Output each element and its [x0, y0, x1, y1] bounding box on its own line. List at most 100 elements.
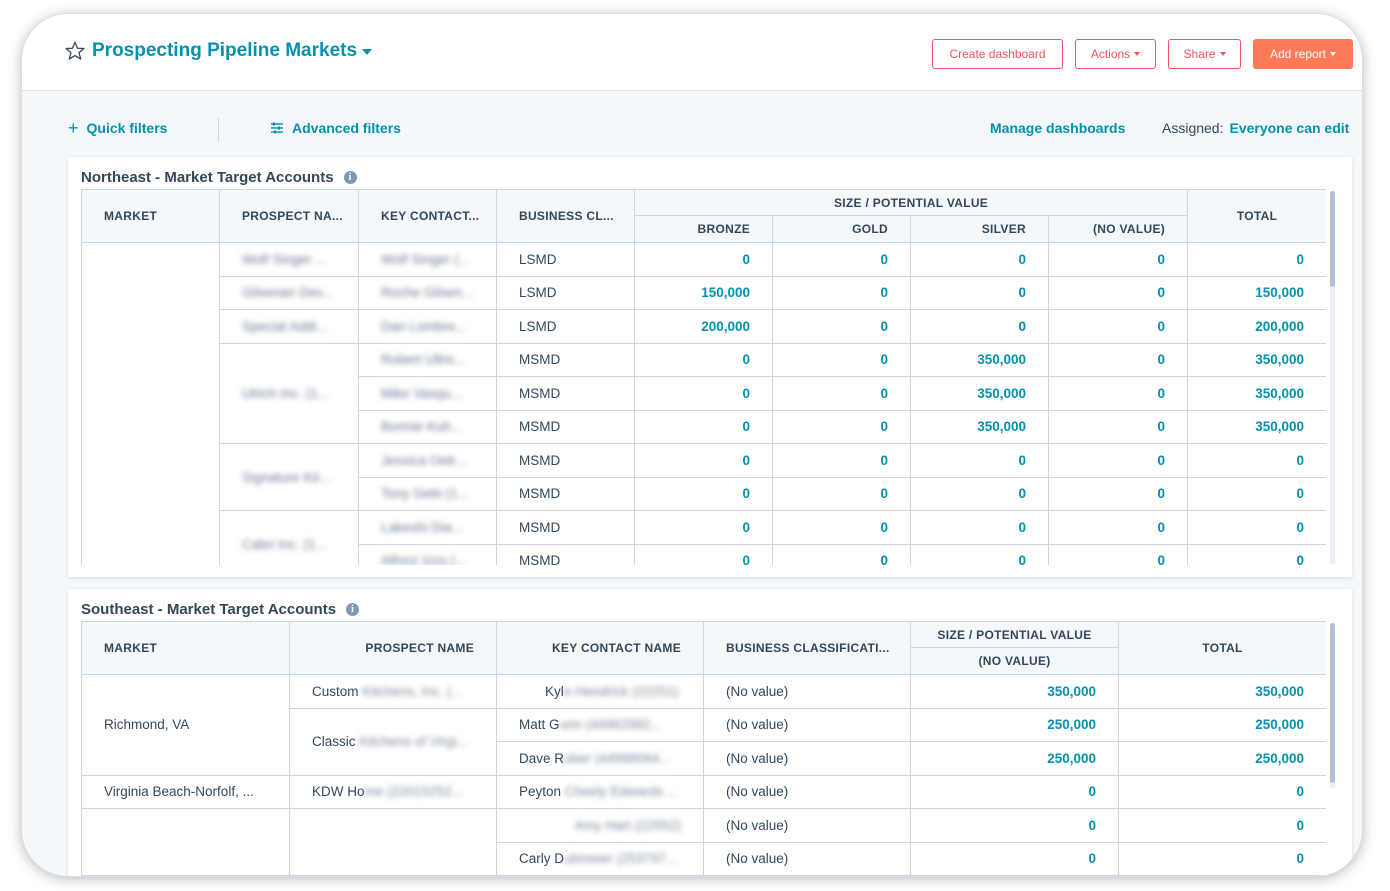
total-cell[interactable]: 0	[1187, 476, 1326, 511]
total-cell[interactable]: 0	[1187, 543, 1326, 565]
value-cell[interactable]: 0	[910, 808, 1119, 843]
actions-button[interactable]: Actions	[1075, 39, 1156, 69]
value-cell[interactable]: 0	[910, 774, 1119, 809]
share-button[interactable]: Share	[1168, 39, 1241, 69]
quick-filters-button[interactable]: + Quick filters	[68, 119, 167, 137]
value-cell[interactable]: 0	[910, 543, 1049, 565]
value-cell[interactable]: 0	[1047, 409, 1189, 444]
total-cell[interactable]: 0	[1187, 510, 1326, 545]
value-cell[interactable]: 0	[1047, 275, 1189, 310]
total-cell[interactable]: 350,000	[1187, 342, 1326, 377]
report-title-text[interactable]: Southeast - Market Target Accounts	[81, 601, 337, 618]
value-cell[interactable]: 0	[910, 275, 1049, 310]
total-cell[interactable]: 0	[1187, 242, 1326, 277]
value-cell[interactable]: 0	[1047, 543, 1189, 565]
total-cell[interactable]: 0	[1118, 774, 1326, 809]
column-header-prospect[interactable]: PROSPECT NAME	[289, 621, 497, 675]
contact-cell: Lakeshi Dia...	[358, 510, 497, 545]
total-cell[interactable]: 0	[1118, 841, 1326, 876]
star-icon[interactable]	[64, 40, 86, 62]
info-icon[interactable]: i	[343, 171, 357, 184]
value-cell[interactable]: 0	[634, 242, 773, 277]
value-cell[interactable]: 0	[910, 841, 1119, 876]
value-cell[interactable]: 0	[634, 342, 773, 377]
total-cell[interactable]: 350,000	[1187, 409, 1326, 444]
value-cell[interactable]: 0	[772, 275, 911, 310]
value-cell[interactable]: 0	[1047, 443, 1189, 478]
value-cell[interactable]: 0	[772, 242, 911, 277]
value-cell[interactable]: 0	[910, 309, 1049, 344]
total-cell[interactable]: 250,000	[1118, 741, 1326, 776]
value-cell[interactable]: 350,000	[910, 376, 1049, 411]
value-cell[interactable]: 200,000	[634, 309, 773, 344]
advanced-filters-button[interactable]: Advanced filters	[270, 120, 401, 136]
scrollbar-thumb[interactable]	[1330, 623, 1335, 783]
value-cell[interactable]: 250,000	[910, 741, 1119, 776]
column-header-market[interactable]: MARKET	[81, 621, 290, 675]
column-header-prospect[interactable]: PROSPECT NA...	[219, 189, 359, 243]
column-header-business[interactable]: BUSINESS CLASSIFICATI...	[703, 621, 911, 675]
value-cell[interactable]: 350,000	[910, 342, 1049, 377]
column-header-novalue[interactable]: (NO VALUE)	[910, 647, 1119, 675]
value-cell[interactable]: 0	[1047, 510, 1189, 545]
value-cell[interactable]: 0	[1047, 242, 1189, 277]
column-header-silver[interactable]: SILVER	[910, 215, 1049, 243]
value-cell[interactable]: 0	[1047, 309, 1189, 344]
chevron-down-icon[interactable]	[362, 49, 373, 55]
value-cell[interactable]: 350,000	[910, 409, 1049, 444]
page-title[interactable]: Prospecting Pipeline Markets	[92, 40, 358, 61]
vertical-scrollbar[interactable]	[1330, 623, 1335, 789]
total-cell[interactable]: 350,000	[1187, 376, 1326, 411]
assigned-value-link[interactable]: Everyone can edit	[1229, 120, 1350, 136]
value-cell[interactable]: 0	[634, 409, 773, 444]
value-cell[interactable]: 0	[634, 476, 773, 511]
column-header-total[interactable]: TOTAL	[1187, 189, 1326, 243]
value-cell[interactable]: 0	[910, 443, 1049, 478]
value-cell[interactable]: 0	[772, 409, 911, 444]
info-icon[interactable]: i	[346, 603, 360, 616]
value-cell[interactable]: 0	[772, 476, 911, 511]
value-cell[interactable]: 0	[910, 476, 1049, 511]
value-cell[interactable]: 350,000	[910, 674, 1119, 709]
column-header-total[interactable]: TOTAL	[1118, 621, 1326, 675]
value-cell[interactable]: 0	[634, 543, 773, 565]
value-cell[interactable]: 150,000	[634, 275, 773, 310]
column-header-business[interactable]: BUSINESS CL...	[496, 189, 635, 243]
value-cell[interactable]: 0	[772, 543, 911, 565]
manage-dashboards-link[interactable]: Manage dashboards	[990, 120, 1125, 136]
total-cell[interactable]: 200,000	[1187, 309, 1326, 344]
value-cell[interactable]: 0	[1047, 376, 1189, 411]
value-cell[interactable]: 0	[1047, 476, 1189, 511]
column-header-contact[interactable]: KEY CONTACT NAME	[496, 621, 704, 675]
value-cell[interactable]: 0	[1047, 342, 1189, 377]
column-header-gold[interactable]: GOLD	[772, 215, 911, 243]
total-cell[interactable]: 350,000	[1118, 674, 1326, 709]
total-cell[interactable]: 0	[1118, 808, 1326, 843]
dashboard-title-group[interactable]: Prospecting Pipeline Markets	[64, 40, 373, 62]
value-cell[interactable]: 0	[634, 510, 773, 545]
actions-label: Actions	[1090, 47, 1131, 61]
value-cell[interactable]: 0	[772, 342, 911, 377]
scrollbar-thumb[interactable]	[1330, 191, 1335, 287]
total-cell[interactable]: 150,000	[1187, 275, 1326, 310]
column-header-contact[interactable]: KEY CONTACT...	[358, 189, 497, 243]
report-title-text[interactable]: Northeast - Market Target Accounts	[81, 169, 334, 186]
value-cell[interactable]: 250,000	[910, 707, 1119, 742]
value-cell[interactable]: 0	[772, 443, 911, 478]
value-cell[interactable]: 0	[634, 376, 773, 411]
value-cell[interactable]: 0	[772, 309, 911, 344]
create-dashboard-button[interactable]: Create dashboard	[932, 39, 1063, 69]
column-header-market[interactable]: MARKET	[81, 189, 220, 243]
add-report-button[interactable]: Add report	[1253, 39, 1353, 69]
value-cell[interactable]: 0	[772, 510, 911, 545]
value-cell[interactable]: 0	[910, 242, 1049, 277]
total-cell[interactable]: 0	[1187, 443, 1326, 478]
total-cell[interactable]: 250,000	[1118, 707, 1326, 742]
value-cell[interactable]: 0	[772, 376, 911, 411]
value-cell[interactable]: 0	[634, 443, 773, 478]
vertical-scrollbar[interactable]	[1330, 191, 1335, 565]
column-header-bronze[interactable]: BRONZE	[634, 215, 773, 243]
table-row: Wolf Singer ... Wolf Singer (... LSMD 0 …	[81, 242, 1326, 565]
column-header-novalue[interactable]: (NO VALUE)	[1047, 215, 1189, 243]
value-cell[interactable]: 0	[910, 510, 1049, 545]
